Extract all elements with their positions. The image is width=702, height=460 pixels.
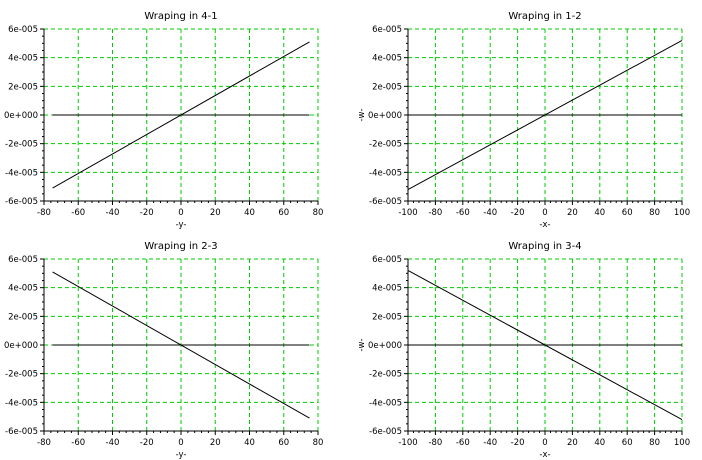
x-tick-label: 40 (244, 208, 255, 218)
chart-panel-wraping-3-4: -100 -80 -60 -40 -20 0 20 40 60 80 100 -6e-005 -4e-0… (357, 241, 690, 460)
x-tick-label: -20 (511, 438, 525, 448)
x-tick-label: -80 (428, 208, 442, 218)
x-tick-label: 20 (210, 438, 221, 448)
x-tick-label: -20 (140, 438, 154, 448)
y-tick-label: -4e-005 (5, 168, 38, 178)
x-tick-label: 40 (594, 438, 605, 448)
x-tick-label: 40 (594, 208, 605, 218)
x-tick-label: 0 (542, 208, 547, 218)
x-tick-label: 80 (313, 208, 324, 218)
y-tick-label: 4e-005 (372, 284, 402, 294)
x-axis-label: -x- (539, 450, 550, 460)
x-tick-label: 60 (622, 438, 633, 448)
x-tick-label: 0 (178, 208, 183, 218)
x-tick-label: -80 (37, 208, 51, 218)
y-tick-label: 0e+000 (368, 341, 402, 351)
y-axis-label: -w- (357, 338, 367, 351)
chart-panel-wraping-2-3: -80 -60 -40 -20 0 20 40 60 80 -6e-005 -4e-005 -2e-0… (4, 241, 323, 460)
x-tick-label: 100 (674, 438, 690, 448)
x-axis-label: -y- (176, 450, 187, 460)
y-tick-label: -6e-005 (5, 427, 38, 437)
y-tick-label: 6e-005 (8, 255, 38, 265)
x-tick-label: -20 (140, 208, 154, 218)
x-tick-label: -40 (106, 208, 120, 218)
y-tick-label: -4e-005 (369, 398, 402, 408)
y-tick-label: 4e-005 (8, 284, 38, 294)
x-tick-label: 60 (278, 438, 289, 448)
y-tick-label: -6e-005 (5, 197, 38, 207)
x-tick-label: 80 (649, 438, 660, 448)
y-tick-label: -2e-005 (369, 140, 402, 150)
x-tick-label: -80 (37, 438, 51, 448)
x-tick-label: -60 (456, 208, 470, 218)
y-tick-label: -4e-005 (5, 398, 38, 408)
x-tick-label: 80 (313, 438, 324, 448)
y-tick-label: 6e-005 (372, 255, 402, 265)
x-tick-label: -40 (483, 438, 497, 448)
x-tick-label: -60 (71, 438, 85, 448)
x-axis-label: -y- (176, 220, 187, 230)
y-tick-label: 2e-005 (372, 82, 402, 92)
chart-title: Wraping in 1-2 (508, 11, 581, 22)
y-tick-label: 4e-005 (8, 54, 38, 64)
x-tick-label: -40 (483, 208, 497, 218)
x-tick-label: -80 (428, 438, 442, 448)
y-axis-label: -w- (357, 108, 367, 121)
y-tick-label: -6e-005 (369, 197, 402, 207)
y-tick-label: 2e-005 (8, 312, 38, 322)
x-tick-label: 100 (674, 208, 690, 218)
x-tick-label: -100 (398, 208, 417, 218)
y-tick-label: 2e-005 (372, 312, 402, 322)
chart-title: Wraping in 2-3 (144, 241, 217, 252)
chart-panel-wraping-4-1: -80 -60 -40 -20 0 20 40 60 80 -6e-005 -4e-005 -2e-0… (4, 11, 323, 230)
x-tick-label: -60 (71, 208, 85, 218)
y-tick-label: 6e-005 (372, 25, 402, 35)
x-tick-label: 20 (210, 208, 221, 218)
x-tick-label: 0 (542, 438, 547, 448)
x-tick-label: 60 (278, 208, 289, 218)
x-axis-label: -x- (539, 220, 550, 230)
x-tick-label: 20 (567, 208, 578, 218)
y-tick-label: 0e+000 (4, 341, 38, 351)
chart-title: Wraping in 4-1 (144, 11, 217, 22)
x-tick-label: 20 (567, 438, 578, 448)
x-tick-label: 40 (244, 438, 255, 448)
x-tick-label: 60 (622, 208, 633, 218)
chart-title: Wraping in 3-4 (508, 241, 581, 252)
y-tick-label: 0e+000 (368, 111, 402, 121)
y-tick-label: -2e-005 (5, 370, 38, 380)
y-tick-label: -2e-005 (5, 140, 38, 150)
x-tick-label: -60 (456, 438, 470, 448)
x-tick-label: 80 (649, 208, 660, 218)
y-tick-label: 6e-005 (8, 25, 38, 35)
chart-panel-wraping-1-2: -100 -80 -60 -40 -20 0 20 40 60 80 100 -6e-005 -4e-0… (357, 11, 690, 230)
y-tick-label: -4e-005 (369, 168, 402, 178)
x-tick-label: -20 (511, 208, 525, 218)
x-tick-label: -40 (106, 438, 120, 448)
x-tick-label: -100 (398, 438, 417, 448)
y-tick-label: 2e-005 (8, 82, 38, 92)
y-tick-label: 4e-005 (372, 54, 402, 64)
y-tick-label: -2e-005 (369, 370, 402, 380)
y-tick-label: 0e+000 (4, 111, 38, 121)
y-tick-label: -6e-005 (369, 427, 402, 437)
x-tick-label: 0 (178, 438, 183, 448)
